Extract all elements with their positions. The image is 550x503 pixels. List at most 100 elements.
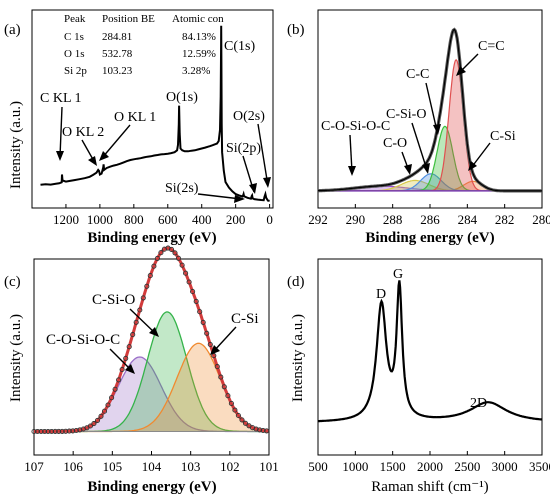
- panel-b-envelope-line: [317, 28, 542, 192]
- panel-c-data-point: [253, 426, 259, 432]
- panel-c-data-point: [66, 428, 72, 434]
- table-row-si2p-peak: Si 2p: [64, 65, 87, 77]
- annot-c-csio-arrow: [129, 308, 157, 335]
- annot-okl2-arrowhead: [88, 156, 97, 166]
- panel-c-tick-label: 106: [63, 459, 83, 474]
- annot-c-cosioc: C-O-Si-O-C: [46, 332, 120, 348]
- panel-c-xlabel: Binding energy (eV): [87, 479, 216, 495]
- table-row-o1s-atomic: 12.59%: [182, 48, 216, 60]
- panel-b-curve-layer: [317, 27, 542, 193]
- panel-d-x-ticks: 500 1000 1500 2000 2500 3000 3500: [308, 451, 550, 474]
- annot-c-csi: C-Si: [231, 311, 259, 327]
- annot-ckl1: C KL 1: [40, 91, 81, 106]
- panel-b-x-ticks: 292 290 288 286 284 282 280: [308, 204, 550, 227]
- panel-c-envelope-line: [34, 246, 270, 433]
- annot-d-d: D: [376, 287, 386, 302]
- panel-c-si2p: (c) Intensity (a.u.) 107 106 105 104 103 102 1…: [4, 245, 279, 495]
- panel-c-curve-layer: [31, 245, 270, 435]
- panel-c-data-point: [232, 407, 238, 413]
- panel-c-data-point: [235, 412, 241, 419]
- panel-c-data-point: [73, 427, 79, 434]
- panel-c-data-point: [204, 330, 210, 336]
- panel-a-survey: (a) Intensity (a.u.) 1200 1000 800 600 400 20…: [4, 9, 274, 246]
- panel-c-data-point: [260, 427, 266, 434]
- panel-c-data-point: [225, 393, 231, 399]
- panel-c-data-point: [112, 386, 118, 392]
- panel-c-data-point: [186, 279, 192, 285]
- annot-si2s-arrowhead: [234, 195, 245, 203]
- panel-a-tick-label: 800: [124, 212, 144, 227]
- panel-c-ylabel: Intensity (a.u.): [8, 314, 24, 402]
- panel-d-frame: [317, 258, 543, 456]
- panel-b-tick-label: 288: [383, 212, 403, 227]
- annot-ckl1-arrow: [59, 106, 63, 158]
- panel-d-tick-label: 3500: [529, 459, 550, 474]
- panel-c-data-point: [49, 428, 55, 435]
- panel-c-data-point: [116, 377, 122, 383]
- annot-si2p-arrowhead: [249, 183, 257, 194]
- annot-b-co-arrowhead: [404, 164, 412, 175]
- panel-c-data-point: [228, 400, 234, 406]
- annot-c-csi-arrowhead: [210, 345, 220, 355]
- panel-b-annotations: C=C C-C C-Si-O C-O C-O-Si-O-C C-Si: [321, 39, 516, 176]
- panel-a-frame: [31, 9, 274, 209]
- table-row-o1s-position: 532.78: [102, 48, 133, 60]
- annot-c-csio: C-Si-O: [92, 292, 136, 308]
- annot-o1s: O(1s): [166, 90, 198, 105]
- annot-si2p: Si(2p): [226, 141, 261, 156]
- panel-c-data-point: [109, 395, 115, 401]
- panel-c-data-point: [168, 246, 175, 252]
- panel-a-tick-label: 600: [158, 212, 178, 227]
- table-row-c1s-position: 284.81: [102, 31, 132, 43]
- panel-c-data-point: [144, 283, 150, 289]
- panel-c-data-point: [59, 428, 65, 434]
- panel-c-data-point: [98, 413, 104, 419]
- panel-c-data-point: [190, 288, 196, 295]
- panel-c-data-point: [38, 428, 44, 435]
- panel-a-survey-line: [40, 25, 270, 202]
- panel-c-component-fill: [34, 357, 269, 432]
- panel-a-tick-label: 1200: [53, 212, 79, 227]
- panel-c-data-point: [257, 427, 263, 433]
- panel-b-tick-label: 280: [532, 212, 550, 227]
- annot-b-cosioc-arrow: [349, 134, 353, 173]
- annot-b-co: C-O: [383, 136, 407, 151]
- panel-c-tick-label: 103: [181, 459, 201, 474]
- annot-okl1-arrowhead: [99, 151, 109, 161]
- panel-d-tick-label: 2000: [417, 459, 443, 474]
- panel-c-data-point: [70, 428, 76, 434]
- panel-c-tick-label: 104: [142, 459, 162, 474]
- panel-c-data-point: [200, 319, 206, 325]
- annot-b-cc: C-C: [406, 67, 429, 82]
- annot-ckl1-arrowhead: [56, 151, 64, 161]
- annot-c-csio-arrowhead: [149, 327, 159, 337]
- panel-c-data-point: [101, 408, 108, 414]
- panel-d-xlabel: Raman shift (cm⁻¹): [371, 479, 488, 495]
- annot-o2s-arrowhead: [263, 177, 271, 188]
- panel-d-tick-label: 1500: [380, 459, 406, 474]
- panel-c-data-point: [87, 423, 93, 429]
- panel-c-data-point: [34, 428, 41, 435]
- panel-a-tick-label: 0: [266, 212, 273, 227]
- panel-a-table: Peak Position BE Atomic con C 1s 284.81 …: [64, 13, 224, 77]
- table-row-o1s-peak: O 1s: [64, 48, 84, 60]
- panel-d-tick-label: 500: [308, 459, 328, 474]
- panel-d-ylabel: Intensity (a.u.): [290, 314, 306, 402]
- panel-b-tick-label: 292: [308, 212, 328, 227]
- panel-c-data-point: [140, 295, 146, 301]
- table-header-peak: Peak: [64, 13, 86, 25]
- panel-c-label: (c): [4, 274, 21, 290]
- panel-c-data-point: [175, 255, 182, 261]
- panel-c-data-point: [239, 417, 245, 423]
- panel-c-data-point: [130, 332, 136, 338]
- panel-c-data-point: [197, 309, 203, 315]
- table-header-position: Position BE: [102, 13, 155, 25]
- panel-c-data-point: [193, 298, 199, 304]
- annot-b-csio-arrow: [411, 122, 428, 171]
- panel-c-data-point: [147, 273, 153, 279]
- annot-c1s: C(1s): [224, 39, 255, 54]
- annot-d-2d: 2D: [470, 396, 487, 411]
- table-row-c1s-atomic: 84.13%: [182, 31, 216, 43]
- annot-b-cc-arrow: [425, 82, 438, 132]
